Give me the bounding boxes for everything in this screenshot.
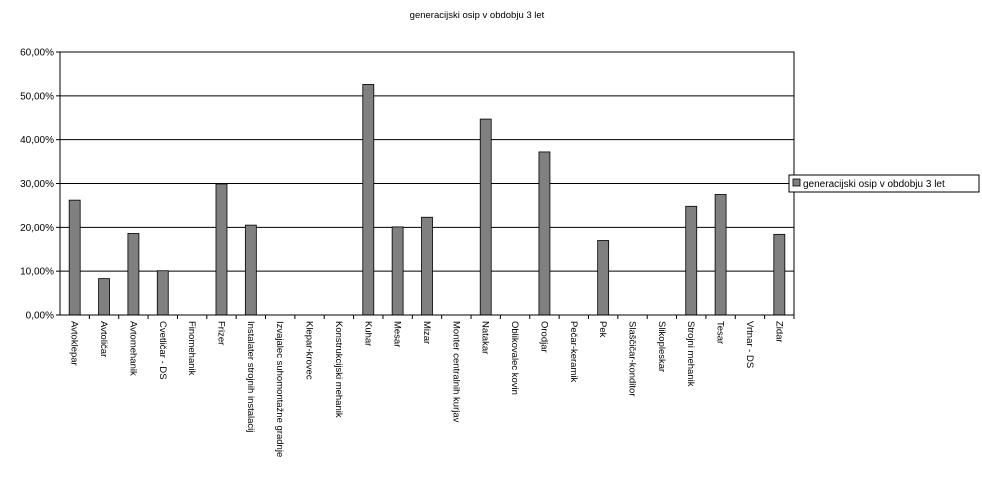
- y-tick-label: 50,00%: [20, 91, 54, 102]
- bar-6: [244, 224, 257, 316]
- bar-24: [773, 233, 786, 316]
- x-category-label: Frizer: [215, 321, 226, 345]
- x-category-label: Strojni mehanik: [685, 321, 696, 387]
- y-axis-ticks: 0,00% 10,00% 20,00% 30,00% 40,00% 50,00% 60,00…: [20, 48, 60, 322]
- bar-12: [421, 216, 433, 316]
- y-tick-label: 10,00%: [20, 267, 54, 278]
- y-tick-label: 40,00%: [20, 135, 54, 146]
- bar-22: [714, 194, 727, 316]
- gridlines: [60, 95, 794, 272]
- chart-title: generacijski osip v obdobju 3 let: [410, 10, 545, 21]
- x-category-label: Tesar: [715, 321, 726, 344]
- bar-16: [538, 151, 551, 316]
- x-category-label: Natakar: [480, 321, 491, 354]
- y-tick-label: 0,00%: [26, 311, 54, 322]
- bar-0: [68, 199, 81, 316]
- x-category-label: Pečar-keramik: [568, 321, 579, 382]
- x-category-label: Zidar: [773, 321, 784, 343]
- y-tick-label: 20,00%: [20, 223, 54, 234]
- x-category-label: Cvetličar - DS: [157, 321, 168, 380]
- bar-14: [479, 118, 492, 316]
- x-category-label: Mizar: [421, 321, 432, 344]
- x-category-label: Avtomehanik: [127, 321, 138, 376]
- x-category-label: Slaščičar-konditor: [627, 321, 638, 397]
- bar-11: [391, 226, 404, 316]
- bar-18: [597, 240, 610, 316]
- x-category-label: Oblikovalec kovin: [509, 321, 520, 395]
- x-category-label: Izvajalec suhomontažne gradnje: [274, 321, 285, 457]
- x-category-label: Avtoličar: [98, 321, 109, 357]
- bar-5: [215, 183, 228, 316]
- legend-label: generacijski osip v obdobju 3 let: [803, 179, 945, 190]
- x-category-label: Avtoklepar: [69, 321, 80, 366]
- x-category-label: Slikopleskar: [656, 321, 667, 372]
- bar-2: [127, 233, 140, 316]
- x-category-label: Konstrukcijski mehanik: [333, 321, 344, 418]
- x-category-label: Vrtnar - DS: [744, 321, 755, 368]
- x-category-label: Mesar: [392, 321, 403, 347]
- x-category-label: Kuhar: [362, 321, 373, 346]
- y-tick-label: 30,00%: [20, 179, 54, 190]
- x-axis-labels: Avtoklepar Avtoličar Avtomehanik Cvetličar …: [69, 315, 795, 457]
- bar-10: [362, 84, 375, 316]
- x-category-label: Instalater strojnih instalacij: [245, 321, 256, 432]
- bars: [68, 84, 786, 316]
- bar-1: [98, 278, 110, 316]
- x-category-label: Pek: [597, 321, 608, 338]
- y-tick-label: 60,00%: [20, 48, 54, 59]
- legend-swatch: [792, 178, 801, 187]
- x-category-label: Orodjar: [538, 321, 549, 353]
- bar-3: [156, 270, 169, 316]
- x-category-label: Monter centralnih kurjav: [450, 321, 461, 423]
- bar-21: [685, 205, 698, 316]
- x-category-label: Klepar-krovec: [304, 321, 315, 380]
- x-category-label: Finomehanik: [186, 321, 197, 376]
- legend-box: [788, 174, 980, 193]
- legend: generacijski osip v obdobju 3 let: [788, 174, 980, 193]
